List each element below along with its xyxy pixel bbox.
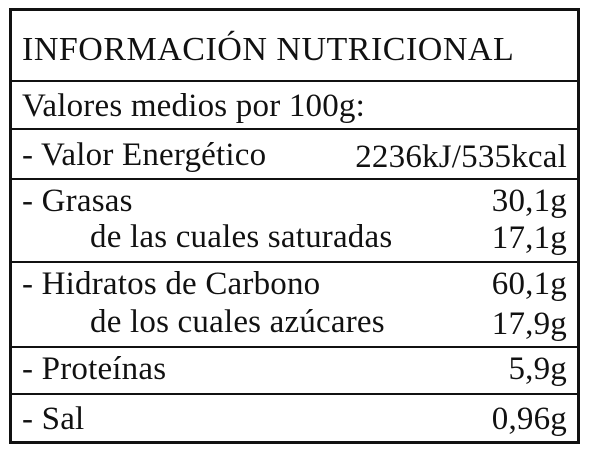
row-value-protein: 5,9g [508,351,567,387]
row-value-carbohydrates: 60,1g [491,266,567,302]
divider [12,261,577,263]
row-value-fat: 30,1g [491,183,567,219]
row-value-saturated-fat: 17,1g [491,220,567,256]
row-value-salt: 0,96g [491,401,567,437]
divider [12,393,577,395]
divider [12,178,577,180]
row-label-fat: - Grasas [22,183,133,219]
nutrition-facts-table: INFORMACIÓN NUTRICIONAL Valores medios p… [9,8,580,444]
table-title: INFORMACIÓN NUTRICIONAL [22,31,515,68]
row-label-energy: - Valor Energético [22,137,267,173]
row-value-energy: 2236kJ/535kcal [355,139,567,175]
divider [12,128,577,130]
row-label-salt: - Sal [22,401,85,437]
divider [12,80,577,82]
divider [12,346,577,348]
row-label-saturated-fat: de las cuales saturadas [90,219,393,255]
row-label-carbohydrates: - Hidratos de Carbono [22,266,321,302]
table-subtitle: Valores medios por 100g: [22,88,366,124]
row-value-sugars: 17,9g [491,306,567,342]
row-label-protein: - Proteínas [22,351,167,387]
row-label-sugars: de los cuales azúcares [90,304,385,340]
